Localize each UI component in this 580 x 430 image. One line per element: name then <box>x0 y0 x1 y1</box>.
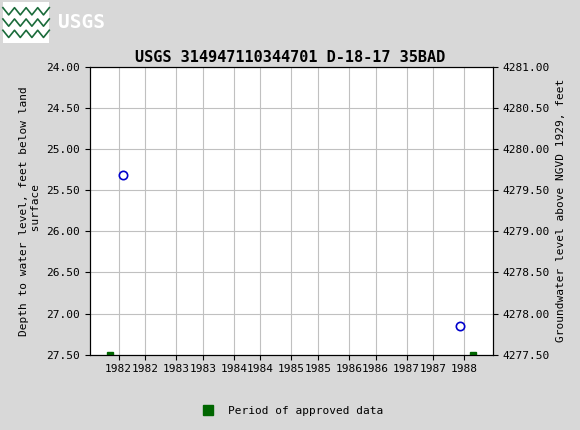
Legend: Period of approved data: Period of approved data <box>193 401 387 420</box>
Text: USGS 314947110344701 D-18-17 35BAD: USGS 314947110344701 D-18-17 35BAD <box>135 50 445 64</box>
Y-axis label: Groundwater level above NGVD 1929, feet: Groundwater level above NGVD 1929, feet <box>556 79 566 342</box>
FancyBboxPatch shape <box>3 2 49 43</box>
Y-axis label: Depth to water level, feet below land
 surface: Depth to water level, feet below land su… <box>19 86 41 335</box>
Text: USGS: USGS <box>58 13 105 32</box>
